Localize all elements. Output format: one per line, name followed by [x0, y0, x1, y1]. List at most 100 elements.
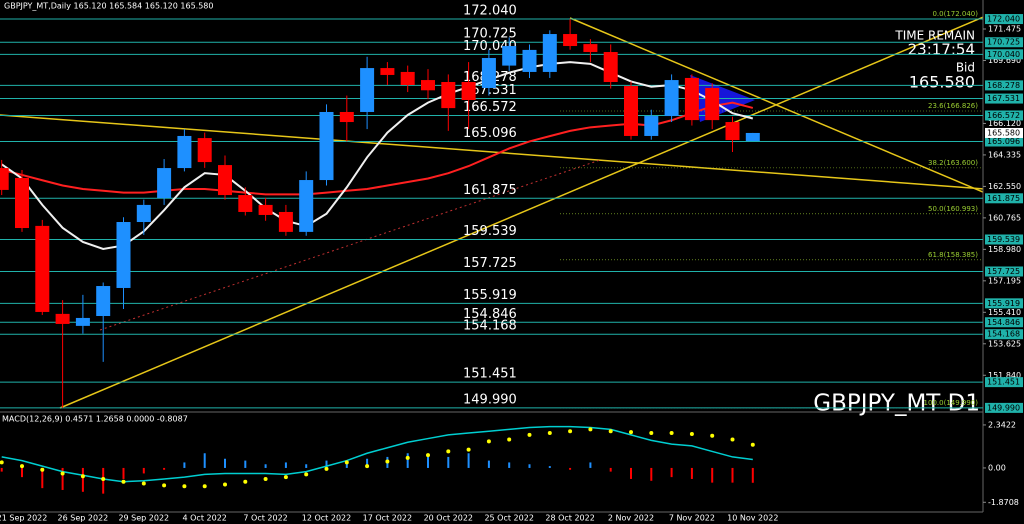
bid-label: Bid [956, 61, 975, 75]
macd-histogram-bar [508, 462, 511, 468]
candle-body [441, 82, 456, 109]
y-tick-label: 171.475 [988, 25, 1021, 34]
level-label: 157.725 [463, 256, 517, 271]
level-box [985, 266, 1023, 277]
level-box-label: 157.725 [987, 267, 1020, 276]
macd-signal-dot [80, 474, 85, 479]
x-tick-label: 21 Sep 2022 [0, 514, 47, 523]
macd-histogram-bar [366, 458, 369, 468]
macd-signal-dot [486, 439, 491, 444]
macd-signal-dot [568, 429, 573, 434]
x-tick-label: 12 Oct 2022 [302, 514, 351, 523]
symbol-label: GBPJPY_MT D1 [813, 391, 980, 417]
candle-body [624, 86, 638, 136]
candle-body [461, 82, 476, 100]
macd-signal-dot [324, 466, 329, 471]
macd-signal-dot [669, 431, 674, 436]
macd-histogram-bar [528, 464, 531, 468]
macd-histogram-bar [122, 467, 125, 479]
macd-signal-dot [730, 437, 735, 442]
level-box-label: 151.451 [987, 378, 1020, 387]
macd-histogram-bar [569, 467, 572, 470]
level-box [985, 80, 1023, 91]
candle-body [0, 168, 9, 190]
candle-body [218, 165, 232, 196]
candle-body [664, 80, 679, 117]
macd-histogram-bar [548, 466, 551, 468]
level-box [985, 377, 1023, 388]
level-label: 155.919 [463, 288, 517, 303]
macd-histogram-bar [589, 462, 592, 468]
candle-body [522, 49, 537, 72]
macd-signal-dot [141, 481, 146, 486]
candle-body [136, 204, 151, 223]
macd-histogram-bar [244, 460, 247, 468]
x-tick-label: 17 Oct 2022 [363, 514, 412, 523]
candle-body [583, 44, 598, 53]
x-tick-label: 2 Nov 2022 [608, 514, 654, 523]
x-tick-label: 29 Sep 2022 [118, 514, 169, 523]
macd-signal-dot [547, 431, 552, 436]
macd-signal-dot [223, 482, 227, 487]
macd-signal-dot [689, 431, 694, 436]
level-label: 151.451 [463, 367, 517, 382]
macd-signal-dot [466, 447, 471, 452]
level-box-label: 165.096 [987, 137, 1020, 146]
candle-body [502, 46, 517, 66]
macd-signal-dot [243, 479, 248, 484]
level-label: 166.572 [463, 100, 517, 115]
level-box-label: 170.725 [987, 38, 1020, 47]
macd-histogram-bar [305, 464, 308, 468]
candle-body [55, 313, 70, 324]
level-label: 159.539 [463, 224, 517, 239]
macd-histogram-bar [711, 467, 714, 483]
macd-tick-label: 2.3422 [988, 420, 1016, 429]
level-box-label: 149.990 [987, 403, 1020, 412]
macd-signal-dot [507, 437, 512, 442]
y-tick-label: 155.410 [988, 308, 1021, 317]
time-remain-label: TIME REMAIN [894, 29, 975, 43]
macd-signal-dot [40, 467, 45, 472]
macd-histogram-bar [487, 460, 490, 468]
candle-body [603, 52, 618, 82]
macd-histogram-bar [609, 467, 612, 472]
macd-histogram-bar [731, 467, 734, 483]
macd-signal-dot [588, 427, 593, 432]
candle-body [177, 135, 192, 169]
candle-body [481, 58, 496, 88]
macd-histogram-bar [447, 456, 450, 468]
candle-body [35, 225, 50, 312]
level-label: 149.990 [463, 392, 517, 407]
level-label: 167.531 [463, 83, 517, 98]
macd-histogram-bar [0, 467, 3, 472]
candle-body [238, 195, 253, 212]
macd-histogram-bar [467, 453, 470, 468]
macd-histogram-bar [224, 458, 226, 468]
macd-signal-dot [182, 484, 187, 489]
bid-box [985, 127, 1023, 138]
level-box [985, 93, 1023, 104]
macd-histogram-bar [427, 455, 429, 468]
level-label: 154.168 [463, 319, 517, 334]
x-tick-label: 28 Oct 2022 [545, 514, 594, 523]
macd-histogram-bar [406, 453, 409, 468]
macd-histogram-bar [630, 467, 632, 479]
macd-signal-dot [263, 476, 268, 481]
candle-body [644, 116, 659, 136]
macd-histogram-bar [81, 467, 84, 492]
trendline [99, 159, 601, 331]
candle-body [258, 204, 273, 215]
candle-body [684, 77, 699, 121]
macd-signal-dot [101, 476, 106, 481]
fib-label: 61.8(158.385) [928, 251, 978, 259]
y-tick-label: 158.980 [988, 245, 1021, 254]
candle-body [96, 286, 111, 317]
macd-signal-dot [649, 431, 654, 436]
y-tick-label: 157.195 [988, 276, 1021, 285]
macd-signal-dot [20, 464, 24, 469]
y-tick-label: 166.120 [988, 119, 1021, 128]
level-label: 165.096 [463, 126, 517, 141]
y-tick-label: 169.690 [988, 56, 1021, 65]
macd-histogram-bar [751, 467, 754, 483]
